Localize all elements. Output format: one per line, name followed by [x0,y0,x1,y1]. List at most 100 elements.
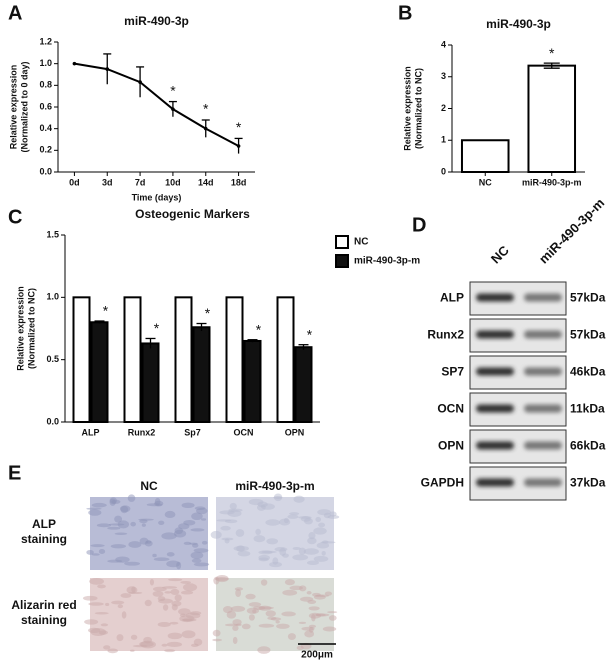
y-tick-label: 1.0 [39,58,52,68]
texture [88,602,104,606]
texture [141,523,146,527]
y-tick-label: 0.5 [46,354,59,364]
texture [169,621,179,625]
texture [91,502,107,508]
texture [167,632,183,640]
texture [293,495,305,503]
significance: * [256,321,262,337]
texture [124,561,141,566]
texture [157,596,166,602]
texture [300,516,311,522]
texture [292,554,309,561]
image-row-label: ALP [32,517,56,531]
texture [158,520,165,525]
texture [144,599,152,607]
blot-row-label: OPN [438,439,464,453]
texture [127,494,136,502]
blot-row-label: ALP [440,291,464,305]
blot-band [476,330,514,339]
x-tick-label: 7d [135,177,146,187]
texture [166,641,183,647]
y-tick-label: 4 [441,39,446,49]
x-tick-label: NC [479,177,492,187]
texture [258,557,269,562]
texture [215,574,229,583]
texture [321,550,326,556]
significance: * [307,326,313,342]
x-tick-label: miR-490-3p-m [522,177,582,187]
texture [275,620,280,624]
texture [232,636,238,645]
texture [180,590,194,595]
texture [276,623,290,629]
blot-band [476,293,514,302]
texture [103,645,111,650]
texture [117,604,124,609]
texture [162,586,178,589]
texture [131,586,136,593]
texture [225,623,239,627]
texture [201,518,207,521]
texture [327,611,338,614]
blot-size-label: 46kDa [570,365,606,379]
texture [241,623,251,630]
texture [193,548,209,553]
texture [191,512,203,521]
blot-row-label: Runx2 [427,328,464,342]
texture [322,626,337,632]
texture [260,579,268,586]
blot-row-label: GAPDH [421,476,464,490]
legend-label: miR-490-3p-m [354,256,420,267]
texture [121,611,127,619]
legend-label: NC [354,237,368,248]
image-row-label: staining [21,532,67,546]
texture [166,560,181,568]
texture [252,609,257,614]
texture [111,499,121,504]
texture [216,519,232,522]
y-tick-label: 0.2 [39,145,52,155]
texture [281,611,296,617]
texture [210,530,222,539]
texture [170,588,180,596]
y-axis-label: (Normalized to NC) [413,68,423,149]
bar [225,296,244,424]
texture [226,610,237,619]
texture [166,552,175,557]
texture [114,532,128,535]
texture [116,634,124,642]
texture [279,547,287,556]
blot-band [524,293,562,302]
y-axis-label: Relative expression [402,66,412,151]
image-row-label: Alizarin red [11,598,76,612]
texture [120,505,129,514]
y-tick-label: 1.2 [39,36,52,46]
texture [265,610,276,617]
texture [303,548,319,555]
y-axis-label: (Normalized to NC) [26,288,36,369]
texture [111,600,125,605]
texture [235,529,245,537]
texture [306,560,319,566]
x-tick-label: 0d [69,177,80,187]
texture [320,541,336,544]
texture [292,546,301,550]
y-tick-label: 1.5 [46,229,59,239]
bar [123,296,142,424]
y-axis-label: Relative expression [8,65,18,150]
texture [287,514,299,519]
texture [110,544,127,549]
bar [527,64,577,173]
texture [180,580,192,584]
texture [144,540,153,547]
texture [224,538,230,544]
x-tick-label: ALP [82,427,100,437]
texture [308,626,314,633]
blot-band [476,441,514,450]
x-axis-label: Time (days) [132,192,182,202]
texture [149,578,154,586]
texture [316,542,330,549]
texture [190,528,205,532]
texture [86,507,102,510]
image-row-label: staining [21,613,67,627]
